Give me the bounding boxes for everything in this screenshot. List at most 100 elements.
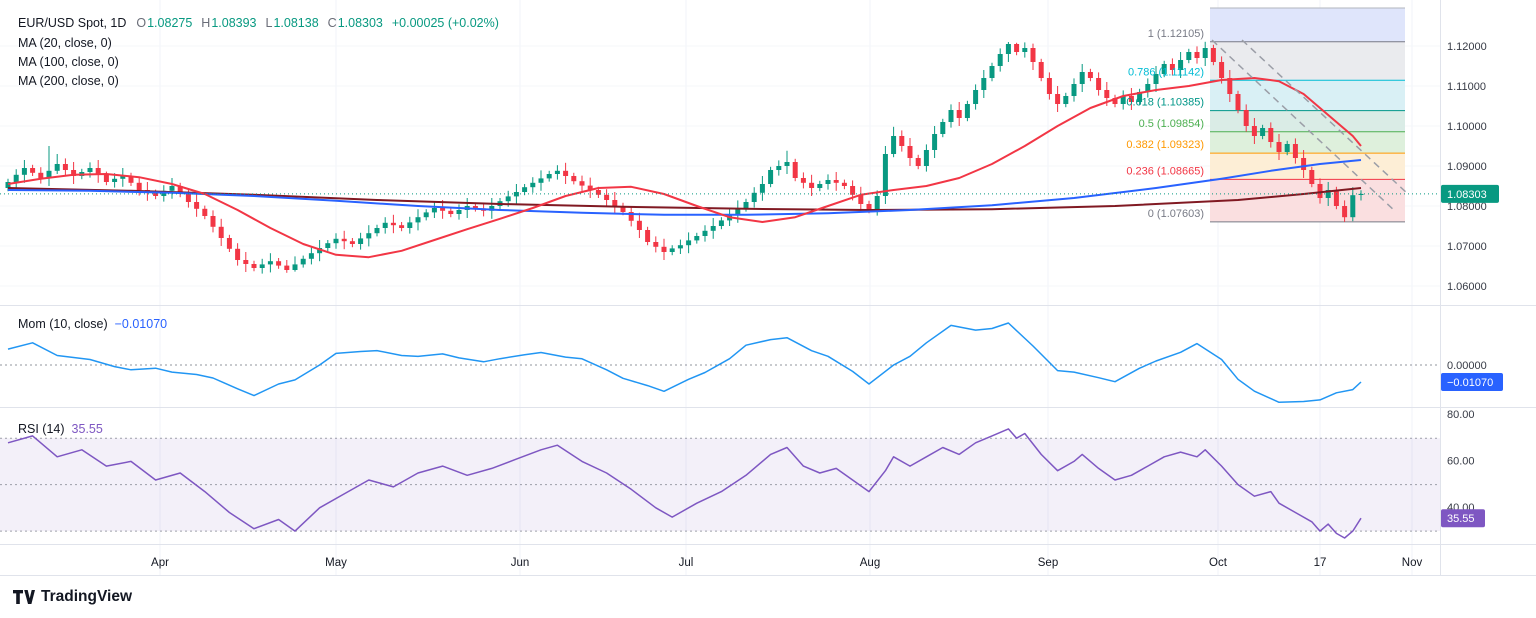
- candle-body: [341, 238, 347, 242]
- candle-body: [907, 146, 913, 158]
- candle-body: [1128, 96, 1134, 102]
- ma-200-line[interactable]: [7, 187, 1362, 211]
- candles-layer[interactable]: [5, 41, 1364, 274]
- trend-channel-line[interactable]: [1211, 39, 1397, 213]
- symbol-legend-row[interactable]: EUR/USD Spot, 1D O1.08275 H1.08393 L1.08…: [18, 16, 499, 30]
- ohlc-high: H1.08393: [201, 16, 257, 30]
- candle-body: [1309, 170, 1315, 184]
- candle-body: [579, 181, 585, 186]
- candle-body: [850, 186, 856, 195]
- candle-body: [653, 242, 659, 247]
- candle-body: [923, 150, 929, 166]
- candle-body: [522, 187, 528, 192]
- candle-body: [308, 253, 314, 259]
- candle-body: [46, 170, 52, 178]
- candle-body: [1137, 92, 1143, 102]
- momentum-legend-row[interactable]: Mom (10, close) −0.01070: [18, 317, 167, 331]
- candle-body: [472, 206, 478, 209]
- candle-body: [1358, 193, 1364, 195]
- price-tick-label: 1.09000: [1447, 161, 1487, 173]
- candle-body: [751, 192, 757, 202]
- ma100-legend-row[interactable]: MA (100, close, 0): [18, 55, 119, 69]
- candle-body: [661, 246, 667, 252]
- candle-body: [71, 170, 77, 176]
- rsi-label: RSI (14): [18, 422, 65, 436]
- candle-body: [382, 222, 388, 228]
- fib-retracement[interactable]: [1210, 7, 1405, 223]
- candle-body: [1169, 64, 1175, 70]
- momentum-value: −0.01070: [114, 317, 168, 331]
- candle-body: [776, 166, 782, 170]
- momentum-line[interactable]: [7, 322, 1362, 404]
- candle-body: [489, 206, 495, 211]
- candle-body: [768, 170, 774, 184]
- candle-body: [833, 180, 839, 183]
- fib-band: [1210, 80, 1405, 111]
- symbol-title: EUR/USD Spot, 1D: [18, 16, 127, 30]
- candle-body: [374, 228, 380, 234]
- candle-body: [1112, 98, 1118, 104]
- candle-body: [1227, 78, 1233, 94]
- candle-body: [940, 122, 946, 134]
- candle-body: [112, 178, 118, 182]
- time-axis[interactable]: Apr May Jun Jul Aug Sep Oct 17 Nov: [151, 557, 1422, 569]
- candle-body: [292, 264, 298, 270]
- price-axis[interactable]: 1.12000 1.11000 1.10000 1.09000 1.08000 1.070…: [1447, 41, 1487, 514]
- price-tick-label: 1.11000: [1447, 81, 1486, 93]
- candle-body: [948, 110, 954, 122]
- candle-body: [735, 208, 741, 215]
- rsi-legend-row[interactable]: RSI (14) 35.55: [18, 422, 103, 436]
- price-tick-label: 1.12000: [1447, 41, 1487, 53]
- candle-body: [284, 265, 290, 270]
- candle-body: [243, 260, 249, 264]
- ma-100-line[interactable]: [7, 159, 1362, 216]
- svg-text:35.55: 35.55: [1447, 513, 1475, 525]
- candle-body: [1038, 62, 1044, 78]
- candle-body: [1063, 96, 1069, 104]
- candle-body: [235, 248, 241, 260]
- candle-body: [710, 226, 716, 231]
- trend-channel-line[interactable]: [1241, 39, 1409, 195]
- ma-20-line[interactable]: [7, 77, 1362, 259]
- candle-body: [1235, 94, 1241, 110]
- price-tick-label: 1.07000: [1447, 241, 1487, 253]
- time-tick-label: Jul: [679, 557, 694, 569]
- rsi-line[interactable]: [7, 428, 1362, 539]
- candle-body: [136, 182, 142, 190]
- tradingview-logo[interactable]: TradingView: [13, 588, 132, 606]
- candle-body: [899, 136, 905, 146]
- candle-body: [989, 66, 995, 78]
- candle-body: [1153, 74, 1159, 84]
- candle-body: [1104, 90, 1110, 98]
- candle-body: [677, 245, 683, 249]
- candle-body: [874, 196, 880, 210]
- candle-body: [882, 154, 888, 196]
- candle-body: [595, 190, 601, 195]
- candle-body: [431, 208, 437, 213]
- price-tick-label: 1.08000: [1447, 201, 1487, 213]
- candle-body: [1292, 144, 1298, 158]
- candle-body: [546, 174, 552, 179]
- candle-body: [981, 78, 987, 90]
- candle-body: [415, 217, 421, 223]
- ohlc-low: L1.08138: [265, 16, 319, 30]
- time-tick-label: Apr: [151, 557, 169, 569]
- candle-body: [276, 261, 282, 266]
- candle-body: [1243, 110, 1249, 126]
- candle-body: [210, 216, 216, 227]
- candle-body: [1046, 78, 1052, 94]
- ma20-legend-row[interactable]: MA (20, close, 0): [18, 36, 112, 50]
- candle-body: [1194, 52, 1200, 58]
- candle-body: [128, 176, 134, 183]
- ma200-legend-row[interactable]: MA (200, close, 0): [18, 74, 119, 88]
- fib-band: [1210, 8, 1405, 42]
- rsi-tick-label: 80.00: [1447, 409, 1475, 421]
- candle-body: [636, 220, 642, 230]
- candle-body: [784, 162, 790, 166]
- candle-body: [1096, 78, 1102, 90]
- candle-body: [407, 222, 413, 228]
- candle-body: [333, 238, 339, 244]
- candle-body: [300, 258, 306, 265]
- fib-level-label: 0.382 (1.09323): [1126, 139, 1204, 151]
